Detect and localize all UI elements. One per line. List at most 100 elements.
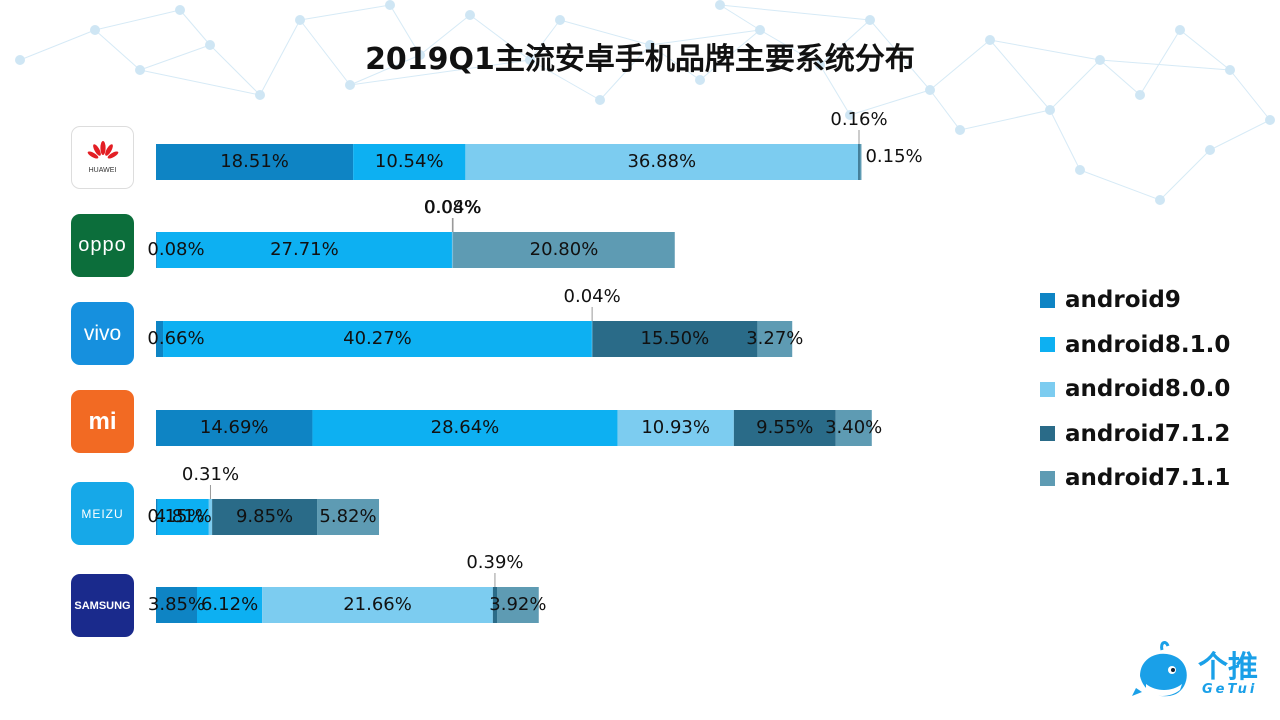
- network-node: [865, 15, 875, 25]
- value-label-samsung-android8.1.0: 6.12%: [201, 594, 258, 615]
- bar-segment-meizu-android7.1.2: [212, 499, 318, 535]
- value-label-vivo-android9: 0.66%: [147, 328, 204, 349]
- whale-mascot-icon: [1132, 641, 1187, 697]
- value-label-huawei-android8.1.0: 10.54%: [375, 151, 444, 172]
- legend-item-android7.1.2: android7.1.2: [1040, 412, 1230, 457]
- bar-segment-samsung-android7.1.2: [492, 587, 498, 623]
- network-line: [349, 59, 531, 86]
- network-line: [1159, 149, 1211, 201]
- legend-label: android7.1.2: [1065, 420, 1231, 447]
- huawei-logo-text: HUAWEI: [88, 167, 117, 174]
- value-label-huawei-android9: 18.51%: [220, 151, 289, 172]
- network-node: [90, 25, 100, 35]
- bar-segment-oppo-android9: [156, 232, 157, 268]
- network-node: [385, 0, 395, 10]
- network-node: [955, 125, 965, 135]
- network-node: [415, 50, 425, 60]
- legend-swatch: [1040, 292, 1055, 308]
- getui-logo: 个推 GeTui: [1132, 636, 1272, 706]
- value-label-huawei-android7.1.1: 0.15%: [865, 146, 922, 167]
- network-node: [345, 80, 355, 90]
- legend-item-android8.0.0: android8.0.0: [1040, 367, 1230, 412]
- legend-item-android7.1.1: android7.1.1: [1040, 456, 1230, 501]
- network-line: [1099, 59, 1141, 96]
- bar-segment-samsung-android9: [156, 587, 198, 623]
- network-node: [1075, 165, 1085, 175]
- network-line: [869, 19, 931, 91]
- legend-swatch: [1040, 470, 1055, 486]
- network-line: [1229, 69, 1271, 121]
- network-line: [719, 4, 871, 21]
- vivo-logo-text: vivo: [83, 321, 122, 345]
- network-line: [929, 89, 961, 131]
- network-line: [94, 29, 141, 71]
- network-node: [465, 10, 475, 20]
- getui-logo-cn: 个推: [1198, 650, 1258, 685]
- chart-title: 2019Q1主流安卓手机品牌主要系统分布: [365, 42, 915, 77]
- value-label-mi-android8.1.0: 28.64%: [431, 417, 500, 438]
- value-label-oppo-android8.1.0: 27.71%: [270, 239, 339, 260]
- network-line: [1179, 29, 1231, 71]
- network-line: [529, 59, 601, 101]
- bar-segment-oppo-android7.1.2: [452, 232, 454, 268]
- legend-swatch: [1040, 337, 1055, 353]
- bar-segment-mi-android7.1.1: [835, 410, 872, 446]
- network-node: [755, 25, 765, 35]
- huawei-petals-icon: [87, 141, 118, 159]
- legend-item-android9: android9: [1040, 278, 1230, 323]
- value-label-oppo-android8.0.0: 0.08%: [424, 197, 481, 218]
- value-label-samsung-android9: 3.85%: [148, 594, 205, 615]
- network-line: [989, 39, 1051, 111]
- value-label-vivo-android8.1.0: 40.27%: [343, 328, 412, 349]
- huawei-logo: HUAWEI: [71, 126, 134, 189]
- value-label-vivo-android7.1.2: 15.50%: [641, 328, 710, 349]
- network-line: [599, 44, 651, 101]
- network-line: [469, 14, 531, 61]
- bar-segment-meizu-android7.1.1: [317, 499, 380, 535]
- network-node: [1265, 115, 1275, 125]
- bar-segment-huawei-android8.0.0: [465, 144, 859, 180]
- network-node: [205, 40, 215, 50]
- meizu-logo-text: MEIZU: [81, 506, 124, 521]
- network-node: [715, 0, 725, 10]
- vivo-logo: vivo: [71, 302, 134, 365]
- meizu-logo: MEIZU: [71, 482, 134, 545]
- network-line: [94, 9, 181, 31]
- network-node: [845, 110, 855, 120]
- network-node: [255, 90, 265, 100]
- network-line: [559, 19, 651, 46]
- network-node: [1225, 65, 1235, 75]
- value-label-samsung-android7.1.2: 0.39%: [466, 552, 523, 573]
- network-line: [179, 9, 211, 46]
- bar-segment-vivo-android8.1.0: [163, 321, 592, 357]
- legend-label: android9: [1065, 287, 1181, 314]
- legend-swatch: [1040, 381, 1055, 397]
- bar-segment-huawei-android9: [156, 144, 354, 180]
- samsung-logo: SAMSUNG: [71, 574, 134, 637]
- network-node: [555, 15, 565, 25]
- value-label-vivo-android7.1.1: 3.27%: [746, 328, 803, 349]
- network-line: [1049, 109, 1081, 171]
- value-label-meizu-android8.0.0: 0.31%: [182, 464, 239, 485]
- value-label-meizu-android8.1.0: 4.81%: [155, 506, 212, 527]
- bar-segment-oppo-android8.1.0: [156, 232, 452, 268]
- network-line: [1209, 119, 1271, 151]
- network-line: [209, 44, 261, 96]
- bar-segment-samsung-android8.0.0: [262, 587, 493, 623]
- network-line: [819, 19, 871, 66]
- network-line: [389, 4, 421, 56]
- bar-segment-meizu-android8.1.0: [157, 499, 209, 535]
- network-node: [295, 15, 305, 25]
- value-label-mi-android7.1.1: 3.40%: [825, 417, 882, 438]
- network-line: [349, 54, 421, 86]
- bar-segment-huawei-android7.1.1: [859, 144, 862, 180]
- bar-segment-meizu-android8.0.0: [208, 499, 213, 535]
- network-line: [759, 29, 821, 66]
- value-label-meizu-android7.1.1: 5.82%: [319, 506, 376, 527]
- value-label-mi-android7.1.2: 9.55%: [756, 417, 813, 438]
- xiaomi-logo: mi: [71, 390, 134, 453]
- oppo-logo: oppo: [71, 214, 134, 277]
- value-label-mi-android9: 14.69%: [200, 417, 269, 438]
- oppo-logo-text: oppo: [78, 234, 127, 256]
